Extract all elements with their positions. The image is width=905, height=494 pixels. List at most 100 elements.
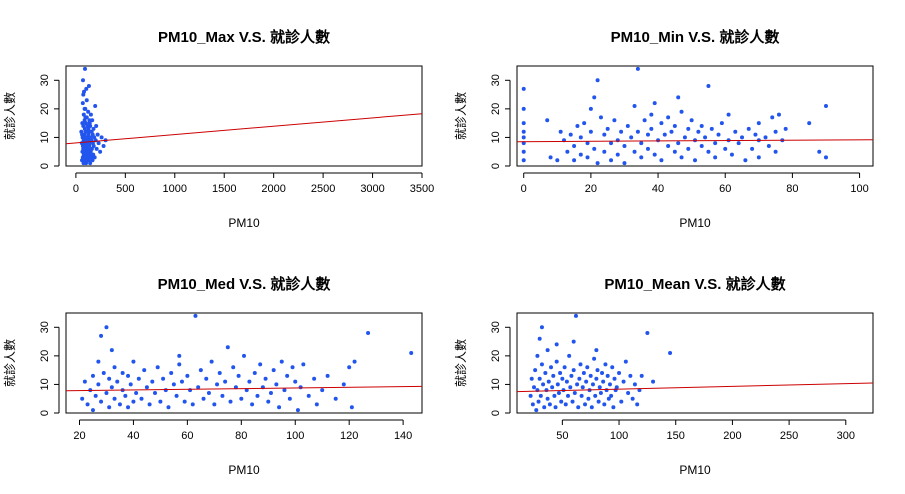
data-point: [85, 402, 90, 407]
data-point: [639, 373, 644, 378]
data-point: [578, 135, 583, 140]
data-point: [580, 385, 585, 390]
data-point: [609, 158, 614, 163]
data-point: [706, 84, 711, 88]
data-point: [652, 101, 657, 106]
data-point: [99, 399, 104, 404]
data-point: [109, 348, 114, 353]
data-point: [560, 376, 565, 381]
data-point: [645, 331, 650, 335]
data-point: [236, 373, 241, 378]
data-point: [96, 382, 101, 387]
data-point: [131, 399, 136, 404]
data-point: [536, 399, 541, 404]
data-point: [263, 376, 268, 381]
data-point: [279, 359, 284, 364]
data-point: [612, 376, 617, 381]
data-point: [341, 382, 346, 387]
data-point: [594, 376, 599, 381]
data-point: [575, 382, 580, 387]
data-point: [713, 155, 718, 160]
y-tick-label: 20: [39, 350, 51, 362]
data-point: [595, 161, 600, 166]
data-point: [80, 132, 85, 137]
x-tick-label: 1000: [163, 183, 187, 195]
data-point: [559, 399, 564, 404]
data-point: [161, 376, 166, 381]
data-point: [548, 155, 553, 160]
data-point: [107, 405, 112, 410]
data-point: [555, 158, 560, 163]
data-point: [635, 129, 640, 134]
y-tick-label: 10: [39, 378, 51, 390]
y-tick-label: 0: [490, 410, 502, 416]
chart-title: PM10_Min V.S. 就診人數: [611, 28, 780, 46]
regression-line: [516, 139, 874, 143]
data-point: [550, 385, 555, 390]
data-point: [91, 126, 96, 131]
data-point: [703, 135, 708, 140]
data-point: [166, 405, 171, 410]
data-point: [333, 396, 338, 401]
data-point: [120, 371, 125, 375]
data-point: [174, 393, 179, 398]
data-point: [99, 333, 104, 338]
data-point: [564, 379, 569, 384]
data-point: [598, 115, 603, 120]
data-point: [306, 393, 311, 398]
data-point: [92, 155, 97, 160]
data-point: [287, 396, 292, 401]
data-point: [115, 379, 120, 384]
data-point: [90, 408, 95, 413]
x-tick-label: 80: [786, 183, 798, 195]
data-point: [823, 155, 828, 160]
data-point: [242, 353, 246, 358]
data-point: [773, 149, 778, 154]
data-point: [783, 126, 788, 131]
data-point: [86, 109, 91, 114]
data-point: [602, 402, 607, 407]
panel-pm10-min: PM10_Min V.S. 就診人數 PM10 就診人數 0 20 40 60 80 10…: [453, 28, 874, 230]
data-point: [607, 382, 612, 387]
data-point: [773, 129, 778, 134]
data-point: [223, 379, 228, 384]
data-point: [182, 399, 187, 404]
data-point: [534, 408, 539, 413]
data-point: [521, 158, 526, 163]
data-point: [94, 124, 99, 128]
y-tick-label: 0: [39, 410, 51, 416]
data-point: [86, 84, 91, 88]
data-point: [588, 106, 593, 111]
data-point: [220, 393, 225, 398]
data-point: [652, 152, 657, 157]
data-point: [104, 391, 109, 395]
data-point: [807, 121, 812, 126]
data-point: [699, 124, 704, 128]
data-point: [90, 118, 95, 123]
data-point: [285, 373, 290, 378]
y-tick-label: 20: [490, 350, 502, 362]
data-point: [107, 376, 112, 381]
data-point: [228, 399, 233, 404]
data-point: [666, 144, 671, 148]
data-point: [586, 396, 591, 401]
data-point: [521, 86, 526, 91]
data-point: [635, 402, 640, 407]
data-point: [88, 161, 93, 166]
data-point: [532, 385, 537, 390]
data-point: [538, 393, 543, 398]
x-tick-label: 500: [116, 183, 134, 195]
data-point: [255, 393, 260, 398]
data-point: [163, 388, 168, 393]
x-tick-label: 2000: [261, 183, 285, 195]
x-tick-label: 40: [652, 183, 664, 195]
data-point: [198, 368, 203, 373]
data-point: [729, 152, 734, 157]
data-point: [573, 313, 578, 318]
data-point: [545, 348, 550, 353]
data-point: [101, 144, 106, 148]
data-point: [585, 365, 590, 370]
data-point: [823, 104, 828, 108]
data-point: [171, 382, 176, 387]
data-point: [521, 121, 526, 126]
